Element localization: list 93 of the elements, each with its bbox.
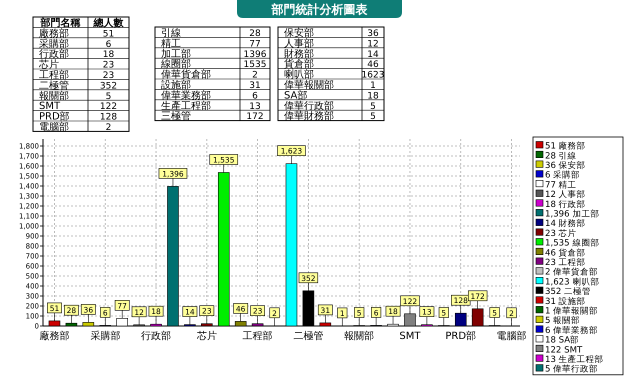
x-tick-label: 電腦部 bbox=[496, 330, 527, 342]
text: 5 bbox=[370, 112, 376, 122]
text: 6 bbox=[106, 40, 112, 50]
text: 生產工程部 bbox=[161, 100, 211, 112]
text: 人事部 bbox=[284, 37, 314, 50]
text: 偉華行政部 bbox=[284, 100, 334, 112]
text: 2 bbox=[106, 123, 112, 133]
text: 偉華財務部 bbox=[284, 110, 334, 122]
text: 1396 bbox=[244, 50, 267, 60]
chart-title: 部門統計分析圖表 bbox=[270, 2, 368, 16]
text: 122 bbox=[100, 102, 118, 112]
legend-label: 122 SMT bbox=[545, 345, 584, 356]
legend-label: 1,535 線圈部 bbox=[545, 238, 600, 249]
text: 采購部 bbox=[39, 38, 69, 50]
text: 二極管 bbox=[39, 79, 69, 92]
legend-label: 14 財務部 bbox=[545, 218, 586, 230]
text: 18 bbox=[367, 91, 379, 102]
text: 46 bbox=[367, 60, 379, 70]
text: 5 bbox=[106, 92, 112, 102]
text: 部門名稱 bbox=[40, 17, 80, 29]
text: 352 bbox=[100, 81, 118, 92]
legend-label: 1,396 加工部 bbox=[545, 208, 600, 220]
text: 財務部 bbox=[284, 48, 314, 60]
text: 線圈部 bbox=[160, 58, 191, 70]
text: PRD部 bbox=[39, 110, 70, 123]
legend-label: 28 引線 bbox=[545, 150, 577, 162]
text: 128 bbox=[100, 112, 118, 123]
x-tick-label: PRD部 bbox=[445, 330, 476, 342]
x-tick-label: 報關部 bbox=[344, 330, 374, 342]
legend-label: 51 廠務部 bbox=[545, 140, 586, 152]
text: 31 bbox=[249, 81, 261, 91]
text: 1623 bbox=[362, 70, 384, 81]
text: 偉華貨倉部 bbox=[161, 68, 211, 81]
x-tick-label: 采購部 bbox=[90, 330, 120, 342]
x-tick-label: 芯片 bbox=[196, 330, 217, 342]
text: 23 bbox=[102, 60, 114, 71]
text: 1 bbox=[370, 81, 376, 91]
legend-label: 13 生產工程部 bbox=[545, 354, 604, 365]
text: 77 bbox=[249, 39, 261, 50]
text: 工程部 bbox=[39, 69, 69, 81]
text: 23 bbox=[102, 71, 114, 81]
text: 引線 bbox=[161, 28, 181, 39]
legend-label: 1 偉華報關部 bbox=[545, 306, 598, 316]
text: 13 bbox=[249, 102, 261, 112]
text: 36 bbox=[367, 29, 379, 39]
legend-label: 18 SA部 bbox=[545, 334, 580, 346]
x-tick-label: 二極管 bbox=[293, 330, 324, 342]
text: 廠務部 bbox=[39, 27, 69, 40]
text: 偉華報關部 bbox=[284, 79, 334, 91]
text: 6 bbox=[252, 91, 258, 102]
text: 2 bbox=[252, 70, 258, 81]
x-tick-label: 行政部 bbox=[141, 330, 172, 342]
legend-label: 5 偉華行政部 bbox=[545, 364, 598, 375]
legend-label: 18 行政部 bbox=[545, 198, 586, 210]
x-tick-label: 廠務部 bbox=[39, 330, 70, 342]
text: 總人數 bbox=[92, 17, 124, 29]
text: 行政部 bbox=[39, 48, 69, 60]
text: SMT bbox=[39, 101, 61, 112]
text: 保安部 bbox=[284, 27, 314, 39]
text: 喇叭部 bbox=[284, 68, 314, 81]
x-tick-label: SMT bbox=[399, 331, 422, 342]
text: 172 bbox=[246, 112, 264, 122]
text: 加工部 bbox=[161, 48, 191, 60]
text: 18 bbox=[102, 50, 114, 60]
text: 偉華業務部 bbox=[161, 89, 211, 102]
text: 12 bbox=[367, 39, 379, 50]
text: 精工 bbox=[161, 37, 181, 50]
text: 1535 bbox=[244, 60, 266, 70]
text: 電腦部 bbox=[39, 121, 69, 133]
legend-label: 2 偉華貨倉部 bbox=[545, 266, 598, 278]
legend-label: 36 保安部 bbox=[545, 160, 586, 171]
text: 三極管 bbox=[161, 110, 191, 122]
text: 芯片 bbox=[38, 58, 59, 71]
x-tick-label: 工程部 bbox=[242, 330, 273, 342]
legend-label: 46 貨倉部 bbox=[545, 247, 586, 258]
legend-label: 31 設施部 bbox=[545, 296, 586, 307]
legend-label: 5 報關部 bbox=[545, 315, 580, 326]
legend-label: 12 人事部 bbox=[545, 189, 586, 200]
legend-label: 77 精工 bbox=[545, 179, 577, 190]
text: 貨倉部 bbox=[284, 58, 314, 70]
legend-label: 352 二極管 bbox=[545, 286, 592, 298]
legend-label: 1,623 喇叭部 bbox=[545, 276, 600, 288]
legend-label: 23 工程部 bbox=[545, 257, 586, 268]
text: 28 bbox=[249, 29, 261, 39]
text: 設施部 bbox=[161, 79, 191, 91]
text: 報關部 bbox=[39, 90, 69, 102]
legend-label: 6 采購部 bbox=[545, 170, 580, 181]
text: SA部 bbox=[284, 89, 308, 102]
text: 51 bbox=[102, 29, 114, 40]
text: 5 bbox=[370, 102, 376, 112]
legend-label: 23 芯片 bbox=[545, 228, 577, 239]
text: 14 bbox=[367, 50, 379, 60]
legend-label: 6 偉華業務部 bbox=[545, 324, 598, 336]
